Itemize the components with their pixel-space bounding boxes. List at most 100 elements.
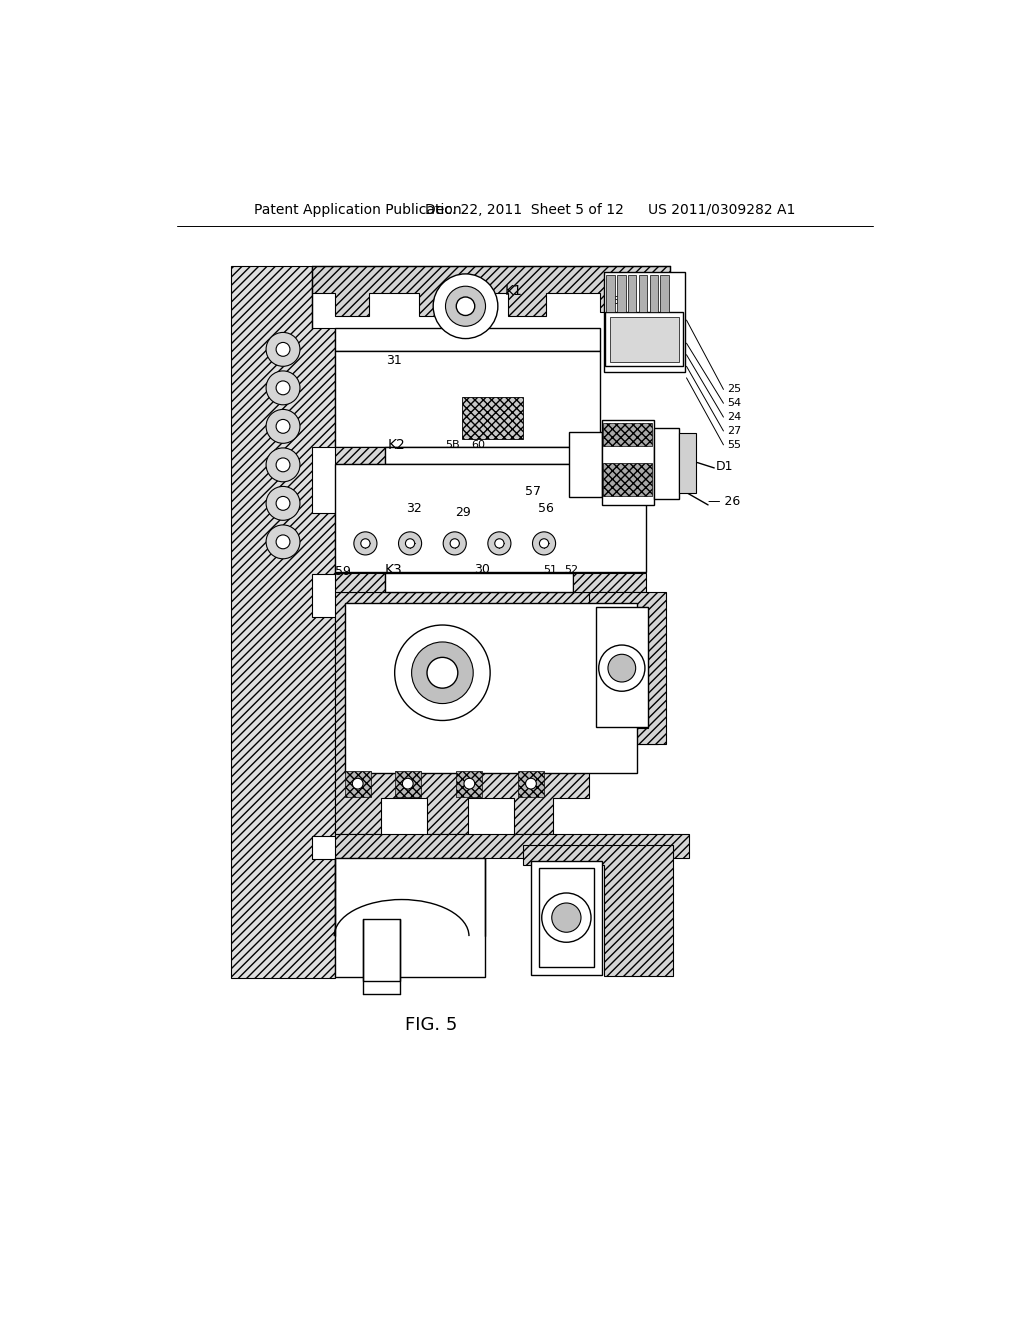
- Bar: [679, 433, 695, 494]
- Bar: [335, 465, 646, 572]
- Circle shape: [266, 525, 300, 558]
- Circle shape: [532, 532, 556, 554]
- Bar: [518, 771, 544, 797]
- Text: K1: K1: [505, 284, 523, 298]
- Polygon shape: [523, 845, 674, 977]
- Text: 24: 24: [727, 412, 741, 422]
- Text: FIG. 5: FIG. 5: [404, 1015, 457, 1034]
- Circle shape: [525, 779, 537, 789]
- Bar: [649, 276, 658, 313]
- Bar: [531, 861, 602, 974]
- Bar: [605, 313, 683, 367]
- Bar: [385, 573, 573, 591]
- Text: Dec. 22, 2011  Sheet 5 of 12: Dec. 22, 2011 Sheet 5 of 12: [425, 203, 625, 216]
- Polygon shape: [311, 267, 670, 317]
- Bar: [385, 447, 573, 465]
- Bar: [335, 351, 600, 447]
- Circle shape: [266, 447, 300, 482]
- Circle shape: [266, 487, 300, 520]
- Circle shape: [276, 496, 290, 511]
- Bar: [364, 919, 400, 981]
- Bar: [335, 858, 484, 977]
- Circle shape: [599, 645, 645, 692]
- Circle shape: [276, 458, 290, 471]
- Circle shape: [412, 642, 473, 704]
- Text: Patent Application Publication: Patent Application Publication: [254, 203, 462, 216]
- Text: K3: K3: [385, 562, 402, 577]
- Circle shape: [540, 539, 549, 548]
- Bar: [606, 276, 614, 313]
- Circle shape: [402, 779, 413, 789]
- Text: 57: 57: [524, 484, 541, 498]
- Bar: [604, 272, 685, 372]
- Circle shape: [398, 532, 422, 554]
- Text: 32: 32: [407, 502, 422, 515]
- Circle shape: [276, 535, 290, 549]
- Text: 54: 54: [727, 399, 741, 408]
- Circle shape: [352, 779, 364, 789]
- Circle shape: [552, 903, 581, 932]
- Text: 5B: 5B: [445, 440, 460, 450]
- Bar: [335, 447, 385, 465]
- Circle shape: [266, 371, 300, 405]
- Bar: [573, 447, 646, 465]
- Text: — 26: — 26: [708, 495, 740, 508]
- Bar: [603, 422, 652, 446]
- Bar: [596, 607, 648, 726]
- Text: K2: K2: [387, 438, 406, 451]
- Circle shape: [406, 539, 415, 548]
- Bar: [603, 462, 652, 496]
- Polygon shape: [230, 267, 335, 978]
- Bar: [539, 869, 594, 966]
- Bar: [335, 834, 689, 858]
- Text: 60: 60: [472, 440, 485, 450]
- Text: D1: D1: [716, 459, 733, 473]
- Circle shape: [542, 892, 591, 942]
- Circle shape: [394, 626, 490, 721]
- Circle shape: [457, 297, 475, 315]
- Bar: [654, 428, 679, 499]
- Text: 52: 52: [564, 565, 579, 574]
- Circle shape: [443, 532, 466, 554]
- Bar: [573, 573, 646, 591]
- Bar: [602, 420, 654, 506]
- Bar: [345, 603, 637, 774]
- Circle shape: [354, 532, 377, 554]
- Circle shape: [276, 420, 290, 433]
- Text: 59: 59: [335, 565, 350, 578]
- Bar: [462, 397, 523, 440]
- Text: 56: 56: [539, 502, 554, 515]
- Text: 25: 25: [727, 384, 741, 395]
- Circle shape: [445, 286, 485, 326]
- Polygon shape: [335, 591, 658, 834]
- Circle shape: [487, 532, 511, 554]
- Bar: [569, 432, 602, 498]
- Text: 31: 31: [386, 354, 401, 367]
- Bar: [335, 327, 600, 351]
- Circle shape: [276, 381, 290, 395]
- Bar: [628, 276, 637, 313]
- Bar: [457, 771, 482, 797]
- Circle shape: [276, 342, 290, 356]
- Bar: [609, 317, 679, 362]
- Bar: [335, 573, 385, 591]
- Circle shape: [433, 275, 498, 339]
- Text: 55: 55: [727, 440, 741, 450]
- Text: US 2011/0309282 A1: US 2011/0309282 A1: [648, 203, 796, 216]
- Text: 27: 27: [727, 426, 741, 436]
- Text: 53: 53: [612, 296, 627, 306]
- Bar: [639, 276, 647, 313]
- Circle shape: [427, 657, 458, 688]
- Bar: [617, 276, 626, 313]
- Circle shape: [608, 655, 636, 682]
- Circle shape: [495, 539, 504, 548]
- Polygon shape: [589, 591, 666, 743]
- Circle shape: [464, 779, 475, 789]
- Bar: [660, 276, 669, 313]
- Text: 29: 29: [456, 506, 471, 519]
- Circle shape: [451, 539, 460, 548]
- Circle shape: [266, 333, 300, 367]
- Circle shape: [266, 409, 300, 444]
- Text: 51: 51: [543, 565, 557, 574]
- Bar: [345, 771, 371, 797]
